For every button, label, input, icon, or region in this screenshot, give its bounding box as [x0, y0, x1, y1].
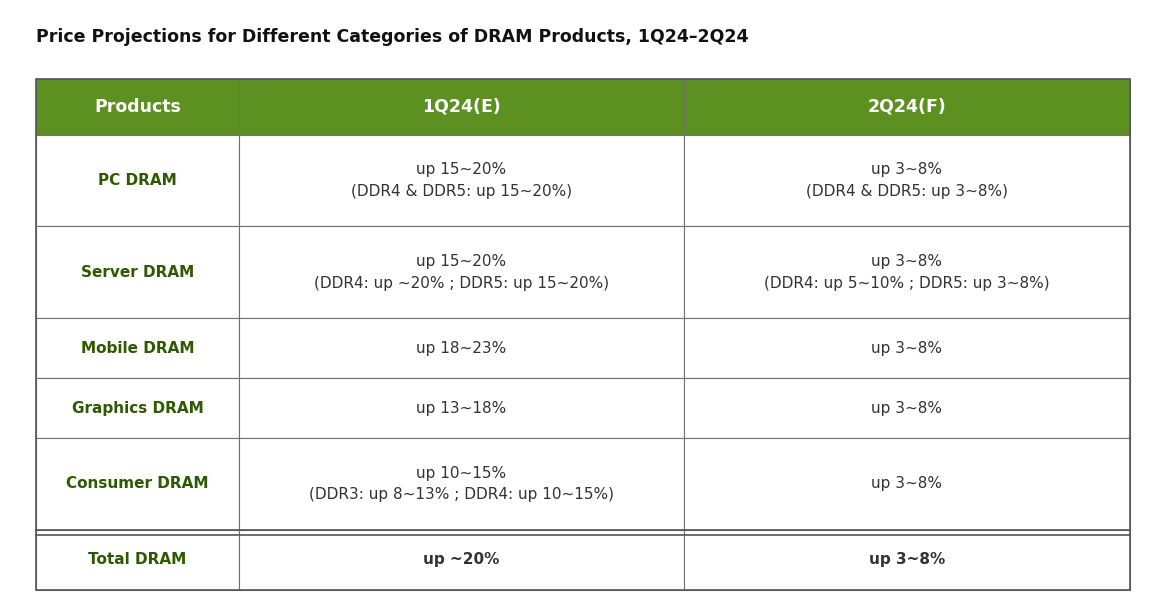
- Text: up 3~8%: up 3~8%: [871, 476, 942, 491]
- Text: up 3~8%
(DDR4 & DDR5: up 3~8%): up 3~8% (DDR4 & DDR5: up 3~8%): [806, 162, 1007, 199]
- Text: Mobile DRAM: Mobile DRAM: [80, 341, 195, 356]
- Text: Price Projections for Different Categories of DRAM Products, 1Q24–2Q24: Price Projections for Different Categori…: [36, 28, 749, 46]
- Bar: [36, 530, 239, 590]
- Bar: [36, 318, 239, 378]
- Text: up 10~15%
(DDR3: up 8~13% ; DDR4: up 10~15%): up 10~15% (DDR3: up 8~13% ; DDR4: up 10~…: [309, 466, 613, 502]
- Text: TRENDFORCE: TRENDFORCE: [476, 376, 830, 421]
- Text: ❭: ❭: [82, 362, 138, 429]
- Bar: [683, 80, 1130, 134]
- Bar: [36, 378, 239, 438]
- Bar: [683, 438, 1130, 530]
- Bar: [683, 227, 1130, 318]
- Bar: [683, 318, 1130, 378]
- Text: up 3~8%
(DDR4: up 5~10% ; DDR5: up 3~8%): up 3~8% (DDR4: up 5~10% ; DDR5: up 3~8%): [764, 254, 1049, 291]
- Text: up 18~23%: up 18~23%: [416, 341, 506, 356]
- Bar: [239, 438, 683, 530]
- Bar: [239, 318, 683, 378]
- Text: up 15~20%
(DDR4 & DDR5: up 15~20%): up 15~20% (DDR4 & DDR5: up 15~20%): [351, 162, 571, 199]
- Bar: [113, 369, 170, 399]
- Text: Server DRAM: Server DRAM: [80, 265, 194, 280]
- Bar: [239, 227, 683, 318]
- Bar: [239, 378, 683, 438]
- Bar: [36, 134, 239, 227]
- Text: up 13~18%: up 13~18%: [416, 400, 506, 415]
- Text: up 3~8%: up 3~8%: [871, 341, 942, 356]
- Bar: [36, 80, 1130, 590]
- Bar: [239, 80, 683, 134]
- Bar: [36, 80, 239, 134]
- Text: Products: Products: [94, 98, 181, 116]
- Text: up ~20%: up ~20%: [423, 552, 499, 567]
- Bar: [239, 134, 683, 227]
- Bar: [36, 227, 239, 318]
- Text: 1Q24(E): 1Q24(E): [422, 98, 500, 116]
- Bar: [72, 377, 154, 420]
- Bar: [683, 378, 1130, 438]
- Text: Consumer DRAM: Consumer DRAM: [66, 476, 209, 491]
- Text: PC DRAM: PC DRAM: [98, 173, 177, 188]
- Text: up 3~8%: up 3~8%: [869, 552, 944, 567]
- Bar: [36, 438, 239, 530]
- Text: up 15~20%
(DDR4: up ~20% ; DDR5: up 15~20%): up 15~20% (DDR4: up ~20% ; DDR5: up 15~2…: [314, 254, 609, 291]
- Text: Total DRAM: Total DRAM: [89, 552, 187, 567]
- Text: up 3~8%: up 3~8%: [871, 400, 942, 415]
- Text: Graphics DRAM: Graphics DRAM: [71, 400, 203, 415]
- Bar: [683, 530, 1130, 590]
- Bar: [683, 134, 1130, 227]
- Text: 2Q24(F): 2Q24(F): [868, 98, 946, 116]
- Bar: [239, 530, 683, 590]
